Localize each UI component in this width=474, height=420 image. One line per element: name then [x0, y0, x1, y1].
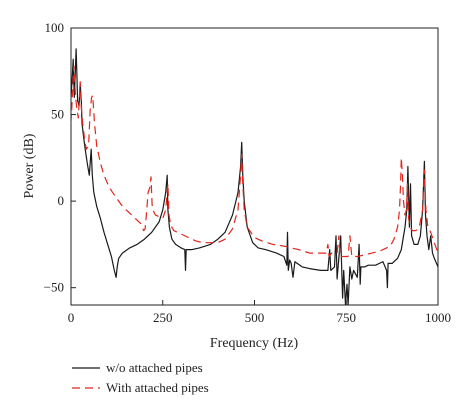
x-tick-label: 500 — [245, 310, 265, 325]
legend-label-without-pipes: w/o attached pipes — [106, 360, 203, 375]
x-axis: 0 250 500 750 1000 — [68, 300, 451, 325]
x-tick-label: 750 — [337, 310, 357, 325]
legend: w/o attached pipes With attached pipes — [72, 360, 209, 395]
y-axis-title: Power (dB) — [22, 133, 37, 198]
x-tick-label: 250 — [153, 310, 173, 325]
series-layer — [71, 48, 438, 305]
y-axis: −50 0 50 100 — [44, 20, 76, 295]
x-tick-label: 0 — [68, 310, 75, 325]
legend-label-with-pipes: With attached pipes — [106, 380, 209, 395]
x-tick-label: 1000 — [425, 310, 451, 325]
plot-frame — [70, 27, 439, 306]
y-tick-label: 50 — [51, 107, 64, 122]
series-line-without-pipes — [71, 48, 438, 305]
x-axis-title: Frequency (Hz) — [210, 336, 299, 351]
series-line-with-pipes — [71, 65, 438, 258]
y-tick-label: −50 — [44, 280, 64, 295]
y-tick-label: 100 — [45, 20, 65, 35]
y-tick-label: 0 — [58, 193, 65, 208]
